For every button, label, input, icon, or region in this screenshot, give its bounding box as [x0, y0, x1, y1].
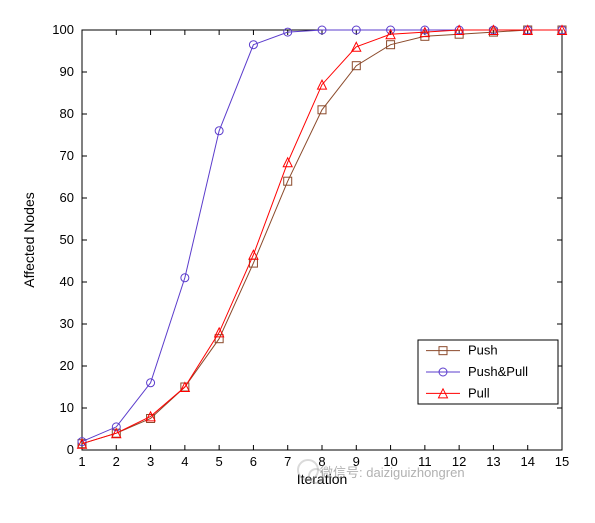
svg-text:15: 15	[555, 454, 569, 469]
svg-text:1: 1	[78, 454, 85, 469]
svg-text:Affected Nodes: Affected Nodes	[21, 192, 37, 287]
svg-text:9: 9	[353, 454, 360, 469]
svg-text:10: 10	[60, 400, 74, 415]
svg-text:5: 5	[216, 454, 223, 469]
svg-text:0: 0	[67, 442, 74, 457]
svg-text:3: 3	[147, 454, 154, 469]
svg-text:90: 90	[60, 64, 74, 79]
svg-text:2: 2	[113, 454, 120, 469]
svg-text:Pull: Pull	[468, 385, 490, 400]
chart-container: 1234567891011121314150102030405060708090…	[0, 0, 595, 523]
svg-text:20: 20	[60, 358, 74, 373]
svg-text:10: 10	[383, 454, 397, 469]
svg-text:80: 80	[60, 106, 74, 121]
svg-text:60: 60	[60, 190, 74, 205]
svg-text:Push&Pull: Push&Pull	[468, 364, 528, 379]
svg-text:11: 11	[418, 454, 432, 469]
line-chart: 1234567891011121314150102030405060708090…	[0, 0, 595, 523]
svg-text:6: 6	[250, 454, 257, 469]
svg-text:4: 4	[181, 454, 188, 469]
svg-text:7: 7	[284, 454, 291, 469]
svg-text:12: 12	[452, 454, 466, 469]
svg-text:40: 40	[60, 274, 74, 289]
svg-text:8: 8	[318, 454, 325, 469]
svg-text:13: 13	[486, 454, 500, 469]
svg-text:50: 50	[60, 232, 74, 247]
svg-text:Push: Push	[468, 343, 498, 358]
svg-text:100: 100	[52, 22, 74, 37]
svg-text:70: 70	[60, 148, 74, 163]
svg-text:30: 30	[60, 316, 74, 331]
svg-text:14: 14	[520, 454, 534, 469]
